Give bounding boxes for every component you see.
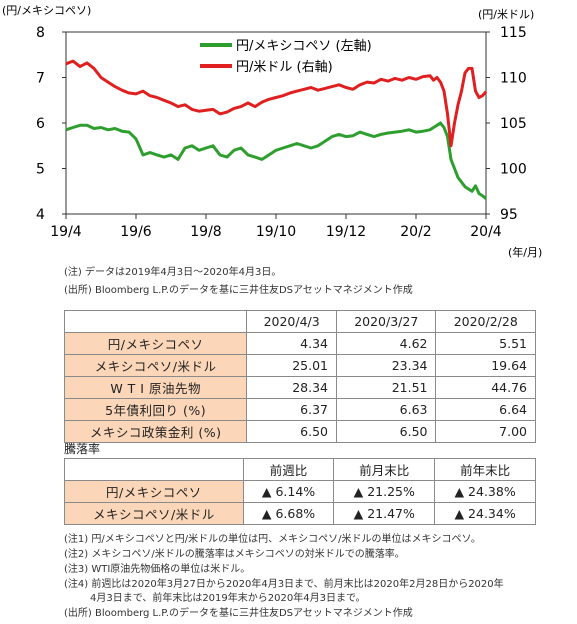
x-tick-label: 20/2 (400, 224, 431, 240)
left-tick-label: 8 (36, 25, 45, 41)
cell-value: 19.64 (435, 354, 536, 377)
cell-value: ▲ 6.14% (242, 480, 335, 503)
column-header: 2020/4/3 (246, 310, 338, 333)
legend-label-mxn: 円/メキシコペソ (左軸) (236, 39, 372, 54)
cell-value: 25.01 (246, 354, 338, 377)
right-tick-label: 115 (500, 25, 527, 41)
table-row: 円/メキシコペソ 4.34 4.62 5.51 (63, 332, 536, 355)
legend: 円/メキシコペソ (左軸) 円/米ドル (右軸) (200, 39, 372, 75)
left-tick-label: 5 (36, 162, 45, 178)
left-axis-unit: (円/メキシコペソ) (2, 4, 91, 17)
x-tick-label: 20/4 (470, 224, 502, 240)
cell-value: ▲ 24.38% (434, 480, 536, 503)
table-row: メキシコ政策金利 (%) 6.50 6.50 7.00 (63, 420, 536, 443)
column-header: 2020/3/27 (336, 310, 437, 333)
x-tick-label: 19/6 (120, 224, 152, 240)
cell-value: 6.37 (246, 398, 338, 421)
cell-value: 28.34 (246, 376, 338, 399)
left-tick-label: 7 (36, 71, 45, 87)
right-axis-ticks: 115 110 105 100 95 (486, 25, 527, 223)
left-tick-label: 4 (36, 207, 45, 223)
row-label: 円/メキシコペソ (64, 480, 244, 503)
change-rate-title: 騰落率 (64, 442, 101, 456)
cell-value: 6.64 (435, 398, 536, 421)
row-label: 5年債利回り (%) (63, 398, 248, 421)
row-label: メキシコペソ/米ドル (63, 354, 248, 377)
cell-value: 4.34 (246, 332, 338, 355)
legend-label-usd: 円/米ドル (右軸) (236, 60, 333, 75)
table-corner (63, 310, 248, 333)
cell-value: ▲ 6.68% (242, 502, 335, 525)
column-header: 前年末比 (434, 458, 536, 481)
series-line-jpy-mxn (65, 121, 487, 200)
right-tick-label: 95 (500, 207, 518, 223)
footnote: (注3) WTI原油先物価格の単位は米ドル。 (64, 564, 251, 575)
table-corner (64, 458, 244, 481)
right-axis-unit: (円/米ドル) (478, 8, 534, 21)
cell-value: ▲ 21.25% (333, 480, 436, 503)
table-header-row: 前週比 前月末比 前年末比 (64, 458, 536, 481)
footnote: 4月3日まで、前年末比は2019年末から2020年4月3日まで。 (90, 593, 366, 604)
cell-value: 44.76 (435, 376, 536, 399)
cell-value: ▲ 24.34% (434, 502, 536, 525)
chart-source: (出所) Bloomberg L.P.のデータを基に三井住友DSアセットマネジメ… (64, 285, 413, 296)
column-header: 2020/2/28 (435, 310, 536, 333)
table-row: W T I 原油先物 28.34 21.51 44.76 (63, 376, 536, 399)
table-row: 5年債利回り (%) 6.37 6.63 6.64 (63, 398, 536, 421)
table-row: メキシコペソ/米ドル 25.01 23.34 19.64 (63, 354, 536, 377)
footnote: (注2) メキシコペソ/米ドルの騰落率はメキシコペソの対米ドルでの騰落率。 (64, 549, 405, 560)
x-tick-label: 19/12 (326, 224, 366, 240)
right-tick-label: 100 (500, 162, 527, 178)
cell-value: 6.50 (336, 420, 437, 443)
x-axis-unit: (年/月) (508, 245, 542, 259)
row-label: 円/メキシコペソ (63, 332, 248, 355)
footnote: (出所) Bloomberg L.P.のデータを基に三井住友DSアセットマネジメ… (64, 608, 413, 619)
column-header: 前月末比 (333, 458, 436, 481)
row-label: メキシコ政策金利 (%) (63, 420, 248, 443)
left-axis-ticks: 8 7 6 5 4 (36, 25, 66, 223)
right-tick-label: 105 (500, 116, 527, 132)
right-tick-label: 110 (500, 71, 527, 87)
x-tick-label: 19/4 (50, 224, 82, 240)
series-lines (65, 59, 488, 200)
row-label: メキシコペソ/米ドル (64, 502, 244, 525)
table-row: 円/メキシコペソ ▲ 6.14% ▲ 21.25% ▲ 24.38% (64, 480, 536, 503)
x-axis-ticks: 19/4 19/6 19/8 19/10 19/12 20/2 20/4 (50, 214, 502, 240)
x-tick-label: 19/8 (190, 224, 221, 240)
cell-value: 4.62 (336, 332, 437, 355)
indicator-table: 2020/4/3 2020/3/27 2020/2/28 円/メキシコペソ 4.… (63, 310, 536, 443)
chart-note: (注) データは2019年4月3日～2020年4月3日。 (64, 267, 282, 278)
footnote: (注4) 前週比は2020年3月27日から2020年4月3日まで、前月末比は20… (64, 579, 504, 590)
cell-value: 7.00 (435, 420, 536, 443)
cell-value: 23.34 (336, 354, 437, 377)
series-line-jpy-usd (65, 59, 488, 148)
left-tick-label: 6 (36, 116, 45, 132)
cell-value: 6.50 (246, 420, 338, 443)
cell-value: 5.51 (435, 332, 536, 355)
column-header: 前週比 (242, 458, 335, 481)
cell-value: 21.51 (336, 376, 437, 399)
table-row: メキシコペソ/米ドル ▲ 6.68% ▲ 21.47% ▲ 24.34% (64, 502, 536, 525)
footnote: (注1) 円/メキシコペソと円/米ドルの単位は円、メキシコペソ/米ドルの単位はメ… (64, 534, 481, 545)
change-rate-table: 前週比 前月末比 前年末比 円/メキシコペソ ▲ 6.14% ▲ 21.25% … (64, 458, 536, 525)
table-header-row: 2020/4/3 2020/3/27 2020/2/28 (63, 310, 536, 333)
row-label: W T I 原油先物 (63, 376, 248, 399)
cell-value: ▲ 21.47% (333, 502, 436, 525)
cell-value: 6.63 (336, 398, 437, 421)
x-tick-label: 19/10 (256, 224, 296, 240)
